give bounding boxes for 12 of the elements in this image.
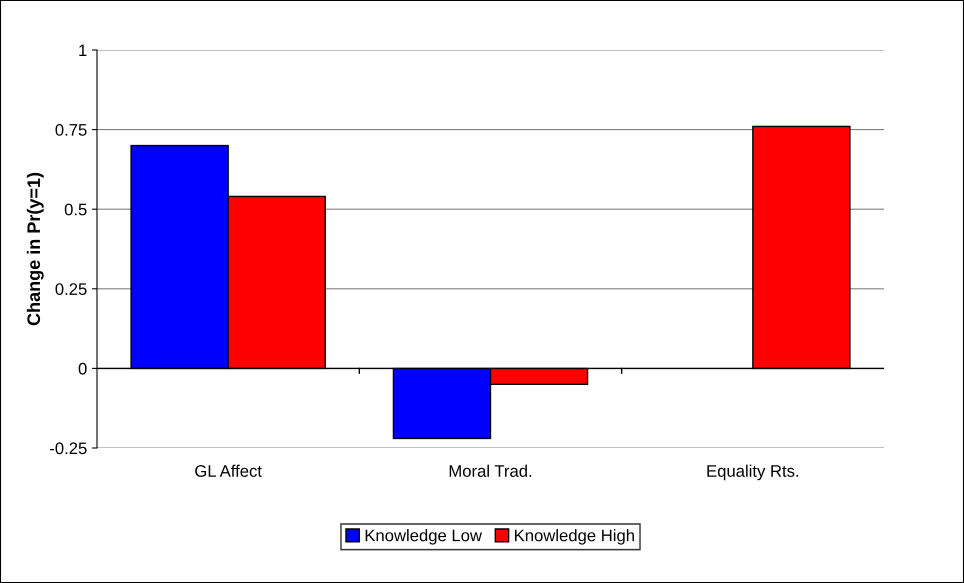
y-tick-label: 0 <box>78 362 87 375</box>
legend-label: Knowledge High <box>515 529 634 545</box>
y-tick-label: -0.25 <box>50 442 87 454</box>
y-tick-label: 0.75 <box>55 124 87 136</box>
x-tick-label: Moral Trad. <box>450 464 532 477</box>
y-axis-title: Change in Pr(y=1) <box>26 172 44 326</box>
x-tick-label: Equality Rts. <box>707 464 798 480</box>
y-tick-label: 0.5 <box>64 204 87 216</box>
x-tick-label: GL Affect <box>195 464 262 477</box>
legend-label: Knowledge Low <box>366 529 482 545</box>
y-tick-label: 0.25 <box>55 283 87 296</box>
y-tick-label: 1 <box>79 44 86 56</box>
